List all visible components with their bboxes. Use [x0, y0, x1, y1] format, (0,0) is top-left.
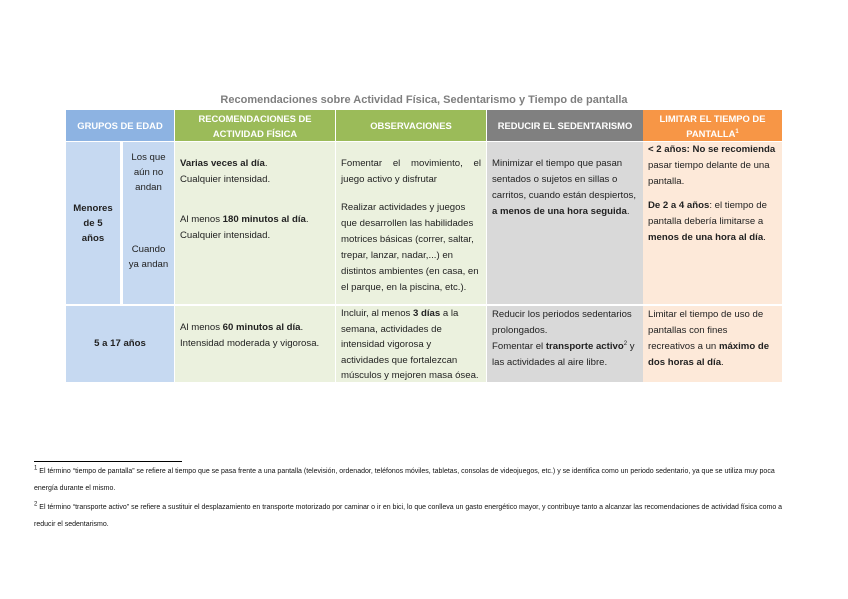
limitar-text: . [763, 232, 766, 243]
limitar-mayores: Limitar el tiempo de uso de pantallas co… [643, 306, 782, 382]
footnote-number: 1 [34, 465, 38, 472]
rec-bold: Varias veces al día [180, 158, 265, 169]
header-grupos-de-edad: GRUPOS DE EDAD [66, 110, 174, 141]
header-reducir-sedentarismo: REDUCIR EL SEDENTARISMO [487, 110, 643, 141]
reducir-bold: transporte activo [545, 341, 624, 352]
group-menores-5: Menores de 5 años [66, 142, 120, 304]
header-limitar-pantalla: LIMITAR EL TIEMPO DE PANTALLA1 [643, 110, 782, 141]
footnote-text: El término “tiempo de pantalla” se refie… [34, 468, 775, 492]
footnote-text: El término “transporte activo” se refier… [34, 504, 783, 528]
limitar-text: . [721, 357, 724, 368]
limitar-menores-2: < 2 años: No se recomienda pasar tiempo … [648, 142, 777, 190]
table-title: Recomendaciones sobre Actividad Física, … [220, 94, 628, 106]
rec-bold: 180 minutos al día [222, 214, 306, 225]
rec-ya-andan: Al menos 180 minutos al día. Cualquier in… [180, 212, 330, 244]
limitar-bold: < 2 años: No se recomienda [648, 144, 776, 155]
rec-no-andan: Varias veces al día. Cualquier intensidad… [180, 156, 330, 188]
limitar-bold: menos de una hora al día [648, 232, 764, 243]
footnote-ref-1: 1 [735, 128, 739, 135]
rec-menores: Varias veces al día. Cualquier intensidad… [175, 142, 335, 304]
rec-text: Al menos [180, 322, 223, 333]
header-recomendaciones: RECOMENDACIONES DE ACTIVIDAD FÍSICA [175, 110, 335, 141]
subgroup-cell: Los que aún no andan Cuando ya andan [123, 142, 174, 304]
limitar-text: Limitar el tiempo de uso de pantallas co… [648, 309, 764, 352]
limitar-text: pasar tiempo delante de una pantalla. [648, 160, 770, 187]
reducir-menores: Minimizar el tiempo que pasan sentados o… [487, 142, 643, 304]
footnote-number: 2 [34, 501, 38, 508]
subgroup-no-andan: Los que aún no andan [131, 152, 166, 193]
reducir-bold: a menos de una hora seguida [492, 206, 627, 217]
reducir-text: Minimizar el tiempo que pasan sentados o… [492, 158, 636, 201]
reducir-mayores: Reducir los periodos sedentarios prolong… [487, 306, 643, 382]
limitar-bold: máximo de dos horas al día [648, 341, 770, 368]
obs-text: a la semana, actividades de intensidad v… [341, 308, 479, 381]
footnote-separator [34, 461, 182, 462]
rec-text: Al menos [180, 214, 223, 225]
footnote-1: 1 El término “tiempo de pantalla” se ref… [34, 463, 784, 497]
obs-ya-andan: Realizar actividades y juegos que desarr… [341, 202, 479, 293]
obs-mayores: Incluir, al menos 3 días a la semana, ac… [336, 306, 486, 382]
obs-bold: 3 días [413, 308, 441, 319]
group-5-a-17: 5 a 17 años [66, 306, 174, 382]
rec-text: . [305, 214, 309, 225]
rec-text: Cualquier intensidad. [180, 230, 271, 241]
rec-text: Cualquier intensidad. [180, 174, 271, 185]
limitar-menores: < 2 años: No se recomienda pasar tiempo … [643, 142, 782, 304]
rec-text: . [264, 158, 268, 169]
rec-bold: 60 minutos al día [222, 322, 301, 333]
limitar-2-a-4: De 2 a 4 años: el tiempo de pantalla deb… [648, 198, 777, 246]
footnote-2: 2 El término “transporte activo” se refi… [34, 499, 784, 533]
obs-text: Incluir, al menos [341, 308, 413, 319]
footnote-ref-2: 2 [623, 340, 628, 347]
reducir-text: Fomentar el [492, 341, 546, 352]
reducir-text: . [626, 206, 630, 217]
header-limitar-label: LIMITAR EL TIEMPO DE PANTALLA [659, 112, 766, 139]
subgroup-ya-andan: Cuando ya andan [128, 244, 169, 270]
reducir-text: y las actividades al aire libre. [492, 341, 635, 368]
rec-mayores: Al menos 60 minutos al día. Intensidad mo… [175, 306, 335, 382]
obs-no-andan: Fomentar el movimiento, el juego activo … [341, 158, 481, 185]
limitar-text: : el tiempo de pantalla debería limitars… [648, 200, 767, 227]
limitar-bold: De 2 a 4 años [648, 200, 710, 211]
rec-text: . [300, 322, 304, 333]
reducir-text: Reducir los periodos sedentarios prolong… [492, 309, 632, 336]
header-observaciones: OBSERVACIONES [336, 110, 486, 141]
obs-menores: Fomentar el movimiento, el juego activo … [336, 142, 486, 304]
rec-text: Intensidad moderada y vigorosa. [180, 338, 320, 349]
